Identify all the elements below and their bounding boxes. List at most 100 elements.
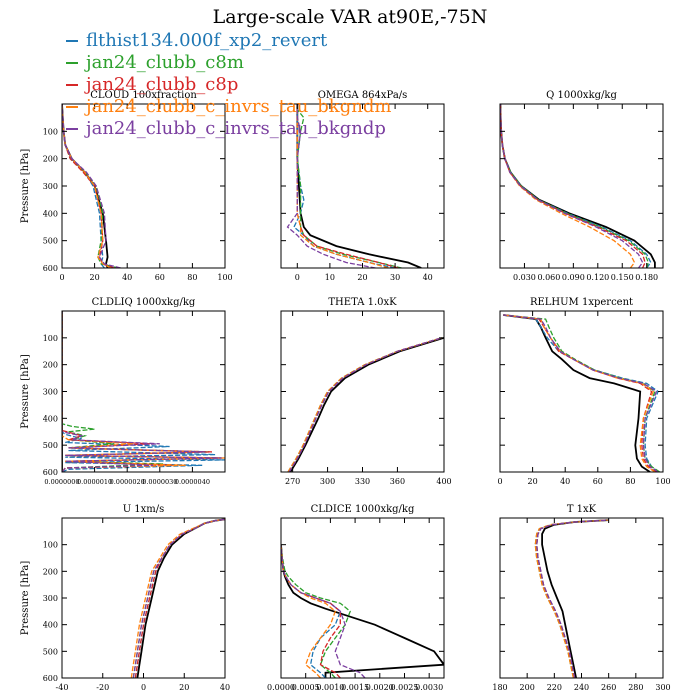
legend-entry: jan24_clubb_c_invrs_tau_bkgndm [66, 96, 391, 118]
plot-frame [499, 517, 664, 679]
series-line [136, 518, 225, 678]
y-axis-label: Pressure [hPa] [20, 149, 31, 224]
series-line [134, 518, 225, 678]
x-tick-label: 0.150 [611, 273, 634, 282]
x-tick-label: 0.0025 [390, 683, 418, 692]
plot-frame [61, 517, 226, 679]
x-tick-label: 0.0000000 [44, 478, 79, 486]
series-line [62, 104, 112, 268]
series-line [62, 311, 222, 472]
x-tick-label: 100 [655, 477, 670, 486]
series-line [288, 337, 442, 472]
series-line [281, 544, 444, 678]
x-tick-label: 360 [390, 477, 405, 486]
legend-swatch [66, 84, 78, 86]
x-tick-label: 0.0000020 [110, 478, 145, 486]
y-tick-label: 400 [43, 414, 58, 423]
series-line [536, 519, 609, 678]
chart-panel: Q 1000xkg/kg 0.030 0.060 0.090 0.120 0.150 0.1… [499, 90, 664, 282]
x-tick-label: 60 [155, 273, 165, 282]
series-group [500, 104, 656, 268]
plot-frame [280, 517, 445, 679]
chart-title: CLDICE 1000xkg/kg [311, 504, 415, 515]
y-tick-label: 500 [43, 237, 58, 246]
y-tick-label: 200 [43, 567, 58, 576]
x-tick-label: 20 [357, 273, 367, 282]
x-tick-label: 260 [601, 683, 616, 692]
y-tick-label: 100 [43, 541, 58, 550]
x-tick-label: -40 [56, 683, 69, 692]
series-line [289, 336, 444, 472]
legend-entry: jan24_clubb_c8m [66, 52, 391, 74]
x-tick-label: 0 [59, 273, 64, 282]
x-tick-label: 40 [423, 273, 433, 282]
y-tick-label: 400 [43, 621, 58, 630]
series-line [281, 544, 351, 678]
chart-panel: OMEGA 864xPa/s 0 10 20 30 40 [280, 90, 445, 282]
x-tick-label: 60 [593, 477, 603, 486]
series-line [62, 104, 121, 268]
y-axis-label: Pressure [hPa] [20, 561, 31, 636]
x-tick-label: 0.0030 [415, 683, 443, 692]
series-line [503, 314, 651, 472]
x-tick-label: 0.030 [513, 273, 536, 282]
chart-title: CLOUD 100xfraction [90, 90, 197, 101]
y-tick-label: 200 [43, 361, 58, 370]
series-line [281, 544, 337, 678]
x-tick-label: 0.0005 [292, 683, 320, 692]
series-line [287, 337, 442, 472]
chart-title: U 1xm/s [123, 504, 165, 515]
series-line [287, 337, 442, 472]
x-tick-label: 0.0000 [267, 683, 295, 692]
legend-entry: jan24_clubb_c8p [66, 74, 391, 96]
y-tick-label: 100 [43, 334, 58, 343]
chart-title: THETA 1.0xK [328, 297, 397, 308]
legend-label: flthist134.000f_xp2_revert [86, 30, 328, 51]
series-line [288, 337, 442, 472]
series-line [132, 518, 225, 678]
x-tick-label: 0.090 [562, 273, 585, 282]
x-tick-label: 20 [90, 273, 100, 282]
series-line [500, 104, 652, 268]
series-line [286, 104, 376, 268]
x-tick-label: 0.0010 [316, 683, 344, 692]
x-tick-label: 80 [187, 273, 197, 282]
chart-title: RELHUM 1xpercent [530, 297, 633, 308]
legend-swatch [66, 62, 78, 64]
series-line [503, 314, 659, 472]
y-tick-label: 500 [43, 441, 58, 450]
x-tick-label: 180 [492, 683, 507, 692]
series-line [288, 337, 442, 472]
series-line [503, 314, 657, 472]
series-group [281, 544, 444, 678]
chart-title: T 1xK [567, 504, 597, 515]
y-tick-label: 300 [43, 594, 58, 603]
legend-label: jan24_clubb_c8p [86, 74, 239, 95]
legend-label: jan24_clubb_c_invrs_tau_bkgndp [86, 118, 386, 139]
series-line [503, 314, 656, 472]
legend-swatch [66, 128, 78, 130]
series-group [286, 104, 422, 268]
y-axis-label: Pressure [hPa] [20, 354, 31, 429]
series-line [503, 314, 659, 472]
chart-panel: THETA 1.0xK 270 300 330 360 400 [280, 297, 452, 486]
x-tick-label: 0.060 [537, 273, 560, 282]
x-tick-label: 220 [547, 683, 562, 692]
y-tick-label: 100 [43, 127, 58, 136]
x-tick-label: 200 [520, 683, 535, 692]
chart-title: OMEGA 864xPa/s [318, 90, 408, 101]
x-tick-label: 10 [325, 273, 335, 282]
y-tick-label: 600 [43, 468, 58, 477]
series-group [534, 519, 609, 678]
x-tick-label: 0.0015 [341, 683, 369, 692]
plot-frame [280, 310, 445, 473]
x-tick-label: 0 [295, 273, 300, 282]
chart-title: Q 1000xkg/kg [546, 90, 617, 101]
x-tick-label: 280 [628, 683, 643, 692]
x-tick-label: 0.0000030 [142, 478, 177, 486]
series-line [534, 519, 609, 678]
chart-panel: U 1xm/s 100 200 300 400 500 600-40 -20 0 20 40 Pres… [20, 504, 230, 692]
x-tick-label: 40 [122, 273, 132, 282]
x-tick-label: 40 [560, 477, 570, 486]
